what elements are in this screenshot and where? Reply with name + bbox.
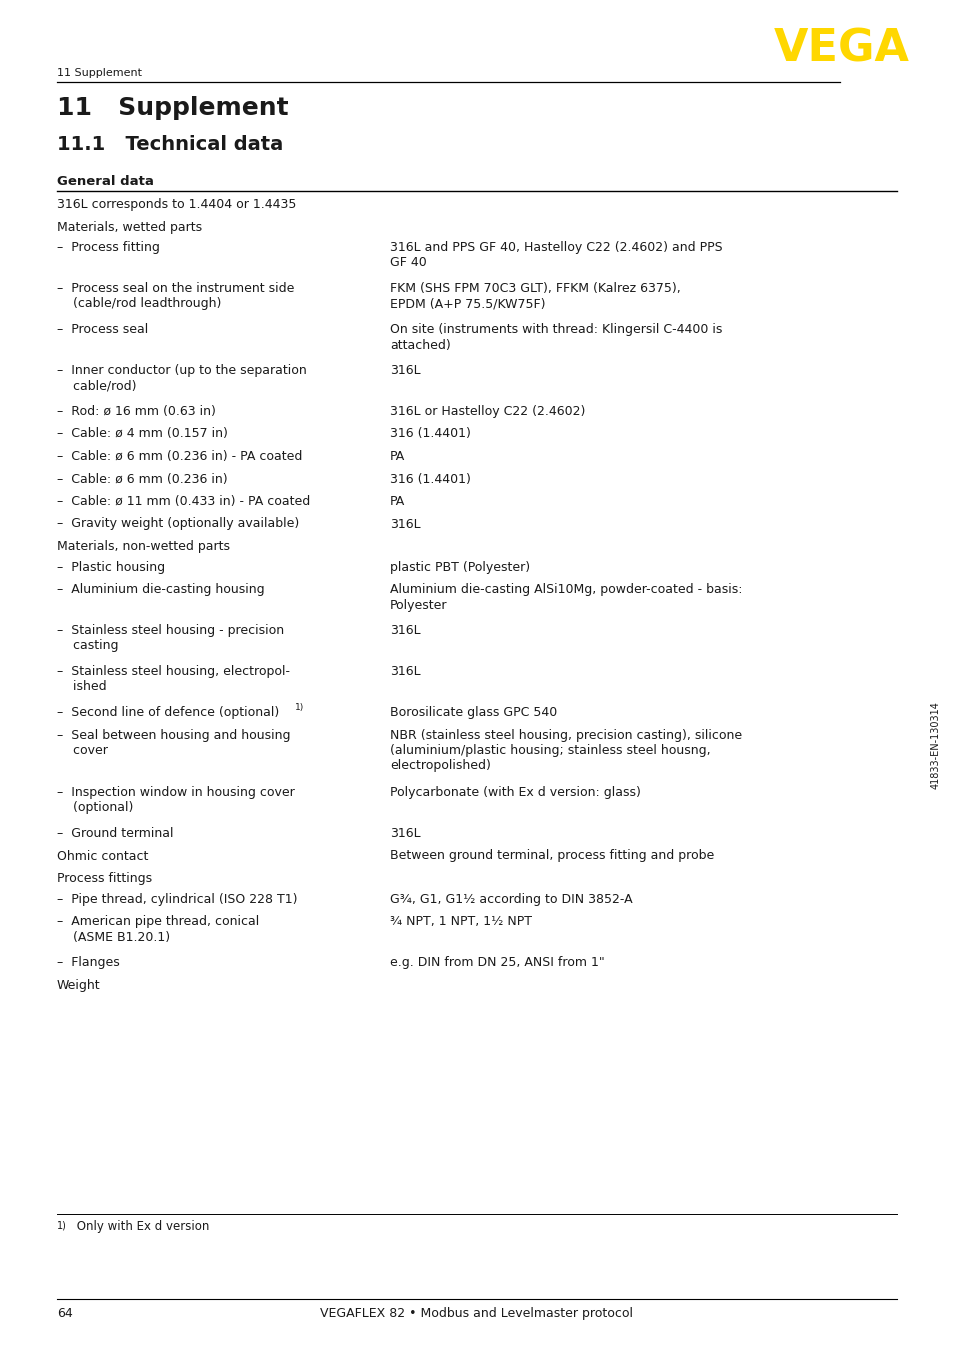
Text: plastic PBT (Polyester): plastic PBT (Polyester) xyxy=(390,561,530,574)
Text: Materials, non-wetted parts: Materials, non-wetted parts xyxy=(57,540,230,552)
Text: Between ground terminal, process fitting and probe: Between ground terminal, process fitting… xyxy=(390,849,714,862)
Text: 11   Supplement: 11 Supplement xyxy=(57,96,289,121)
Text: 316L or Hastelloy C22 (2.4602): 316L or Hastelloy C22 (2.4602) xyxy=(390,405,585,418)
Text: –  Cable: ø 6 mm (0.236 in) - PA coated: – Cable: ø 6 mm (0.236 in) - PA coated xyxy=(57,450,302,463)
Text: –  Inner conductor (up to the separation
    cable/rod): – Inner conductor (up to the separation … xyxy=(57,364,307,393)
Text: 64: 64 xyxy=(57,1307,72,1320)
Text: VEGAFLEX 82 • Modbus and Levelmaster protocol: VEGAFLEX 82 • Modbus and Levelmaster pro… xyxy=(320,1307,633,1320)
Text: Materials, wetted parts: Materials, wetted parts xyxy=(57,221,202,233)
Text: 316L and PPS GF 40, Hastelloy C22 (2.4602) and PPS
GF 40: 316L and PPS GF 40, Hastelloy C22 (2.460… xyxy=(390,241,721,269)
Text: PA: PA xyxy=(390,496,405,508)
Text: 1): 1) xyxy=(57,1220,67,1229)
Text: –  Seal between housing and housing
    cover: – Seal between housing and housing cover xyxy=(57,728,291,757)
Text: 11.1   Technical data: 11.1 Technical data xyxy=(57,135,283,154)
Text: Process fittings: Process fittings xyxy=(57,872,152,886)
Text: ¾ NPT, 1 NPT, 1½ NPT: ¾ NPT, 1 NPT, 1½ NPT xyxy=(390,915,532,927)
Text: –  Rod: ø 16 mm (0.63 in): – Rod: ø 16 mm (0.63 in) xyxy=(57,405,215,418)
Text: Borosilicate glass GPC 540: Borosilicate glass GPC 540 xyxy=(390,705,557,719)
Text: VEGA: VEGA xyxy=(773,28,909,70)
Text: e.g. DIN from DN 25, ANSI from 1": e.g. DIN from DN 25, ANSI from 1" xyxy=(390,956,604,969)
Text: 11 Supplement: 11 Supplement xyxy=(57,68,142,79)
Text: –  Plastic housing: – Plastic housing xyxy=(57,561,165,574)
Text: –  Cable: ø 11 mm (0.433 in) - PA coated: – Cable: ø 11 mm (0.433 in) - PA coated xyxy=(57,496,310,508)
Text: –  Second line of defence (optional): – Second line of defence (optional) xyxy=(57,705,279,719)
Text: Ohmic contact: Ohmic contact xyxy=(57,849,149,862)
Text: 1): 1) xyxy=(294,703,304,712)
Text: –  Gravity weight (optionally available): – Gravity weight (optionally available) xyxy=(57,517,299,531)
Text: General data: General data xyxy=(57,175,153,188)
Text: Polycarbonate (with Ex d version: glass): Polycarbonate (with Ex d version: glass) xyxy=(390,787,640,799)
Text: FKM (SHS FPM 70C3 GLT), FFKM (Kalrez 6375),
EPDM (A+P 75.5/KW75F): FKM (SHS FPM 70C3 GLT), FFKM (Kalrez 637… xyxy=(390,282,680,310)
Text: –  Inspection window in housing cover
    (optional): – Inspection window in housing cover (op… xyxy=(57,787,294,815)
Text: –  Process fitting: – Process fitting xyxy=(57,241,160,255)
Text: –  Pipe thread, cylindrical (ISO 228 T1): – Pipe thread, cylindrical (ISO 228 T1) xyxy=(57,892,297,906)
Text: –  Process seal on the instrument side
    (cable/rod leadthrough): – Process seal on the instrument side (c… xyxy=(57,282,294,310)
Text: –  Ground terminal: – Ground terminal xyxy=(57,827,173,839)
Text: 316 (1.4401): 316 (1.4401) xyxy=(390,428,471,440)
Text: –  Stainless steel housing, electropol-
    ished: – Stainless steel housing, electropol- i… xyxy=(57,665,290,693)
Text: Only with Ex d version: Only with Ex d version xyxy=(73,1220,209,1233)
Text: –  American pipe thread, conical
    (ASME B1.20.1): – American pipe thread, conical (ASME B1… xyxy=(57,915,259,944)
Text: 316L: 316L xyxy=(390,624,420,636)
Text: –  Process seal: – Process seal xyxy=(57,324,148,336)
Text: NBR (stainless steel housing, precision casting), silicone
(aluminium/plastic ho: NBR (stainless steel housing, precision … xyxy=(390,728,741,773)
Text: G¾, G1, G1½ according to DIN 3852-A: G¾, G1, G1½ according to DIN 3852-A xyxy=(390,892,632,906)
Text: 316L: 316L xyxy=(390,517,420,531)
Text: Weight: Weight xyxy=(57,979,100,991)
Text: 316L: 316L xyxy=(390,665,420,678)
Text: On site (instruments with thread: Klingersil C-4400 is
attached): On site (instruments with thread: Klinge… xyxy=(390,324,721,352)
Text: –  Stainless steel housing - precision
    casting: – Stainless steel housing - precision ca… xyxy=(57,624,284,653)
Text: 316L: 316L xyxy=(390,364,420,376)
Text: 316 (1.4401): 316 (1.4401) xyxy=(390,473,471,486)
Text: 316L: 316L xyxy=(390,827,420,839)
Text: 316L corresponds to 1.4404 or 1.4435: 316L corresponds to 1.4404 or 1.4435 xyxy=(57,198,296,211)
Text: –  Aluminium die-casting housing: – Aluminium die-casting housing xyxy=(57,584,264,596)
Text: –  Flanges: – Flanges xyxy=(57,956,120,969)
Text: PA: PA xyxy=(390,450,405,463)
Text: –  Cable: ø 4 mm (0.157 in): – Cable: ø 4 mm (0.157 in) xyxy=(57,428,228,440)
Text: Aluminium die-casting AlSi10Mg, powder-coated - basis:
Polyester: Aluminium die-casting AlSi10Mg, powder-c… xyxy=(390,584,741,612)
Text: –  Cable: ø 6 mm (0.236 in): – Cable: ø 6 mm (0.236 in) xyxy=(57,473,228,486)
Text: 41833-EN-130314: 41833-EN-130314 xyxy=(930,701,940,788)
